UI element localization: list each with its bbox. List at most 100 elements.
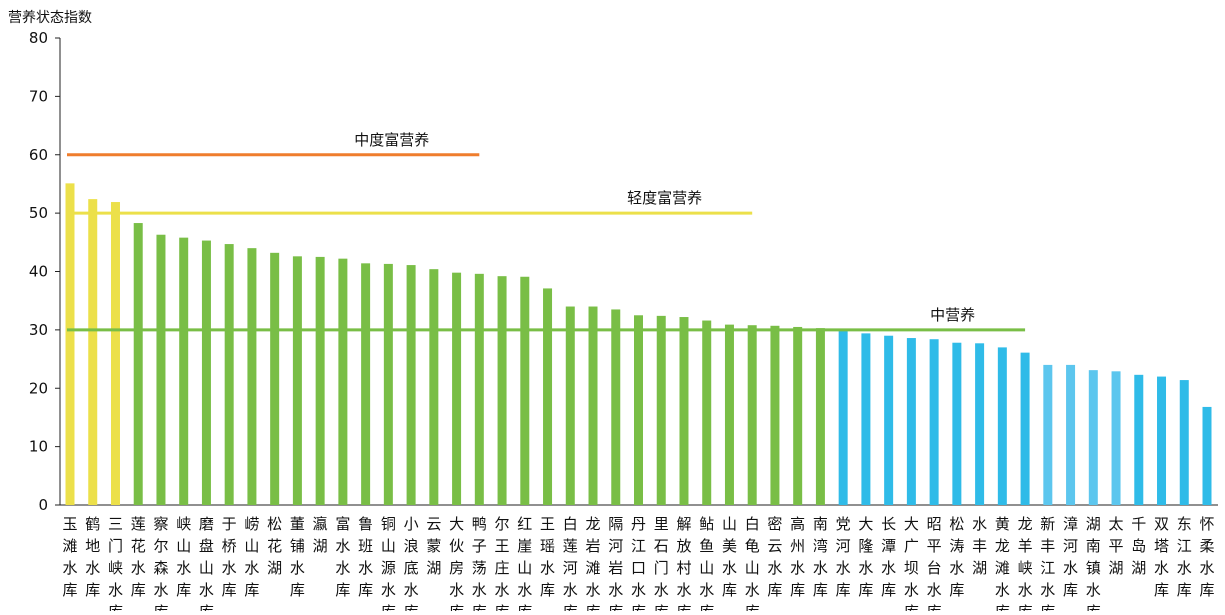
- bar: [929, 339, 939, 505]
- bar: [65, 183, 75, 505]
- x-tick-label: 三门峡水库: [108, 515, 123, 611]
- y-tick-label: 0: [38, 496, 48, 514]
- bar: [543, 288, 553, 505]
- y-tick-label: 10: [29, 438, 48, 456]
- y-tick-label: 20: [29, 379, 48, 397]
- reference-line-label: 中度富营养: [354, 131, 429, 149]
- y-tick-label: 60: [29, 146, 48, 164]
- bar: [770, 325, 780, 505]
- x-tick-label: 崂山水库: [244, 515, 259, 599]
- bar: [1043, 364, 1053, 505]
- bar: [315, 256, 325, 505]
- bar: [997, 347, 1007, 505]
- bar: [247, 248, 257, 505]
- x-tick-label: 富水水库: [335, 515, 350, 599]
- x-tick-label: 瀛湖: [313, 515, 328, 555]
- bar: [656, 315, 666, 505]
- x-tick-label: 山美水库: [722, 515, 737, 599]
- bar: [1202, 406, 1212, 505]
- bar: [906, 338, 916, 505]
- x-tick-label: 怀柔水库: [1199, 515, 1214, 599]
- bar: [634, 315, 643, 505]
- bar: [861, 333, 871, 505]
- y-axis-ticks: 0 10 20 30 40 50 60 70 80: [29, 29, 60, 514]
- x-tick-label: 松花湖: [267, 515, 282, 577]
- x-tick-label: 鹤地水库: [85, 515, 100, 599]
- x-tick-label: 新丰江水库: [1040, 515, 1055, 611]
- bar: [429, 269, 439, 505]
- x-tick-label: 太平湖: [1109, 515, 1124, 577]
- bar: [133, 223, 143, 505]
- y-tick-label: 40: [29, 263, 48, 281]
- x-tick-label: 磨盘山水库: [199, 515, 214, 611]
- x-tick-label: 黄龙滩水库: [995, 515, 1010, 611]
- bar: [361, 263, 371, 505]
- bar: [452, 272, 462, 505]
- bar: [292, 256, 302, 505]
- x-tick-label: 于桥水库: [222, 515, 237, 599]
- x-tick-label: 鸭子荡水库: [472, 515, 487, 611]
- y-tick-label: 80: [29, 29, 48, 47]
- y-axis-title: 营养状态指数: [8, 10, 92, 26]
- x-tick-label: 玉滩水库: [62, 515, 77, 599]
- x-tick-label: 龙岩滩水库: [586, 515, 601, 611]
- x-tick-label: 大广坝水库: [904, 515, 919, 611]
- bar: [747, 325, 757, 505]
- x-tick-label: 白莲河水库: [563, 515, 578, 611]
- bar: [588, 306, 598, 505]
- x-tick-label: 龙羊峡水库: [1018, 515, 1033, 611]
- x-tick-label: 南湾水库: [813, 515, 828, 599]
- reference-line-label: 中营养: [930, 306, 975, 324]
- bar: [724, 324, 734, 505]
- bar: [838, 331, 848, 505]
- x-tick-label: 鲁班水库: [358, 515, 373, 599]
- x-tick-label: 昭平台水库: [927, 515, 942, 611]
- x-tick-label: 密云水库: [767, 515, 782, 599]
- bar: [1157, 376, 1167, 505]
- bar: [1179, 380, 1189, 505]
- bar: [679, 317, 689, 505]
- bar: [975, 343, 985, 505]
- bar: [383, 263, 393, 505]
- bar: [406, 265, 416, 505]
- bar: [1066, 364, 1076, 505]
- x-tick-label: 小浪底水库: [404, 515, 419, 611]
- bar: [224, 244, 234, 505]
- y-tick-label: 50: [29, 204, 48, 222]
- x-tick-label: 解放村水库: [676, 515, 691, 611]
- x-tick-label: 察尔森水库: [153, 515, 168, 611]
- x-tick-label: 高州水库: [790, 515, 805, 599]
- bar: [88, 199, 98, 506]
- bar: [110, 202, 120, 505]
- bar: [201, 240, 211, 505]
- bar: [474, 273, 484, 505]
- bar: [1088, 370, 1098, 505]
- x-tick-label: 鲇鱼山水库: [699, 515, 714, 611]
- x-tick-label: 千岛湖: [1131, 515, 1146, 577]
- bar: [702, 320, 712, 505]
- x-tick-label: 长潭水库: [881, 515, 896, 599]
- x-tick-label: 水丰湖: [972, 515, 987, 577]
- x-tick-label: 大伙房水库: [449, 515, 464, 611]
- x-tick-label: 莲花水库: [131, 515, 146, 599]
- reference-line-label: 轻度富营养: [627, 189, 702, 207]
- bar: [179, 237, 189, 505]
- bar: [338, 258, 348, 505]
- bar: [1111, 371, 1121, 505]
- bar: [884, 335, 894, 505]
- bar: [497, 276, 507, 505]
- x-tick-label: 红崖山水库: [517, 515, 532, 611]
- x-tick-label: 云蒙湖: [426, 515, 441, 577]
- x-tick-label: 白龟山水库: [745, 515, 760, 611]
- x-tick-label: 漳河水库: [1063, 515, 1078, 599]
- y-tick-label: 30: [29, 321, 48, 339]
- bar: [270, 252, 280, 505]
- x-tick-label: 铜山源水库: [381, 515, 396, 611]
- x-tick-label: 东江水库: [1177, 515, 1192, 599]
- bars: [65, 183, 1212, 506]
- bar: [1134, 374, 1144, 505]
- x-tick-label: 松涛水库: [949, 515, 964, 599]
